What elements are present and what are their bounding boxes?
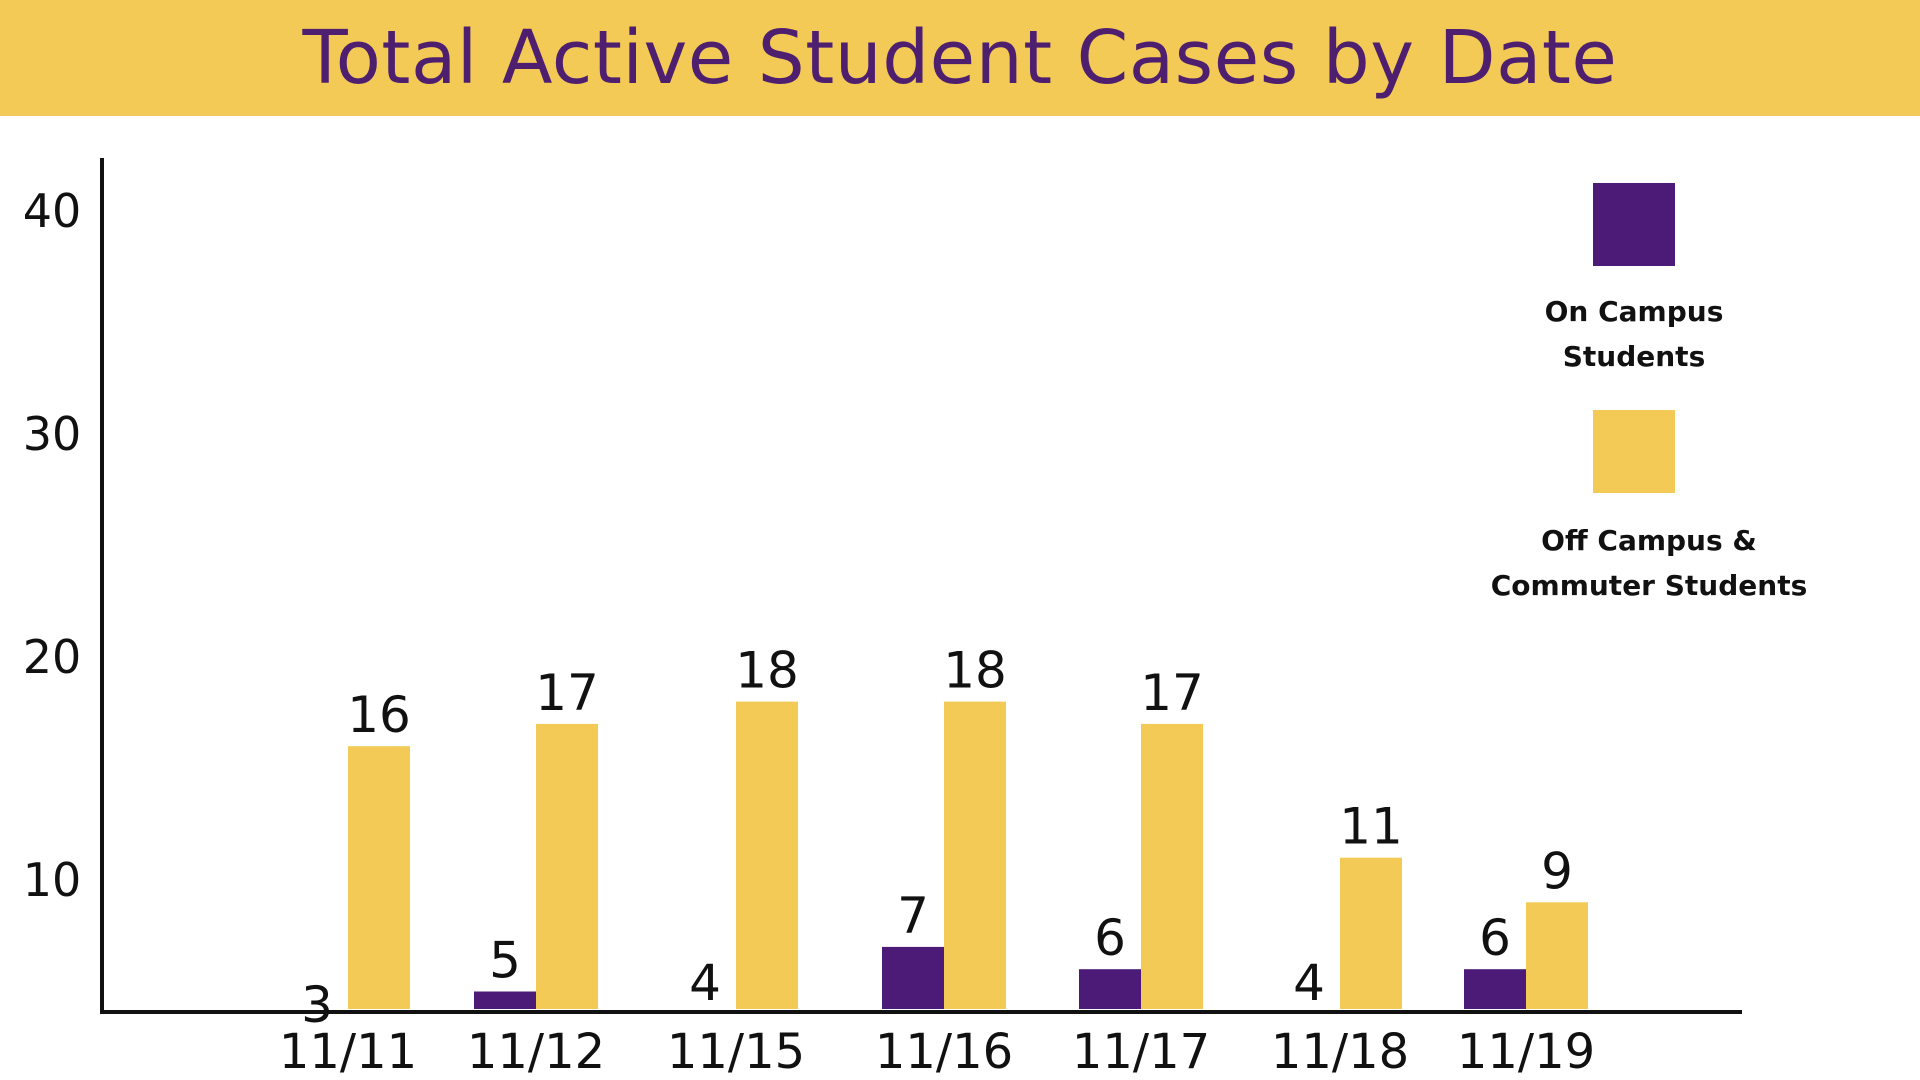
y-tick-label: 30	[23, 407, 82, 461]
legend-label: On Campus	[1545, 295, 1724, 328]
x-tick-label: 11/19	[1457, 1024, 1595, 1080]
data-label: 16	[347, 686, 411, 744]
title-band: Total Active Student Cases by Date	[0, 0, 1920, 116]
bar-on-campus	[474, 991, 536, 1009]
data-label: 18	[735, 642, 799, 700]
legend-swatch-on-campus	[1593, 183, 1675, 266]
bar-off-campus	[736, 701, 798, 1009]
chart-marks: 10 20 30 40 3 16 11/11 5 17 11/12 4 18 11/15 7 18 11/16…	[23, 184, 1595, 1080]
bar-off-campus	[348, 746, 410, 1009]
bar-off-campus	[536, 723, 598, 1009]
bar-on-campus	[882, 946, 944, 1009]
data-label: 7	[897, 887, 929, 945]
data-label: 11	[1339, 798, 1403, 856]
data-label: 3	[301, 976, 333, 1034]
bar-on-campus	[1464, 969, 1526, 1009]
legend-label: Students	[1563, 340, 1706, 373]
bar-off-campus	[1526, 902, 1588, 1009]
data-label: 18	[943, 642, 1007, 700]
legend-label: Commuter Students	[1491, 569, 1808, 602]
bar-off-campus	[1141, 723, 1203, 1009]
data-label: 6	[1094, 909, 1126, 967]
y-tick-label: 20	[23, 630, 82, 684]
legend-label: Off Campus &	[1541, 524, 1757, 557]
legend-swatch-off-campus	[1593, 410, 1675, 493]
x-tick-label: 11/17	[1072, 1024, 1210, 1080]
y-tick-label: 10	[23, 853, 82, 907]
legend: On Campus Students Off Campus & Commuter St…	[1491, 183, 1808, 602]
data-label: 9	[1541, 842, 1573, 900]
bar-off-campus	[944, 701, 1006, 1009]
x-tick-label: 11/15	[667, 1024, 805, 1080]
data-label: 17	[1140, 664, 1204, 722]
x-tick-label: 11/11	[279, 1024, 417, 1080]
data-label: 4	[689, 954, 721, 1012]
data-label: 6	[1479, 909, 1511, 967]
chart-title: Total Active Student Cases by Date	[302, 15, 1618, 101]
x-tick-label: 11/18	[1271, 1024, 1409, 1080]
y-tick-label: 40	[23, 184, 82, 238]
x-tick-label: 11/16	[875, 1024, 1013, 1080]
data-label: 5	[489, 932, 521, 990]
x-tick-label: 11/12	[467, 1024, 605, 1080]
bar-on-campus	[1079, 969, 1141, 1009]
bar-off-campus	[1340, 857, 1402, 1009]
data-label: 4	[1293, 954, 1325, 1012]
data-label: 17	[535, 664, 599, 722]
